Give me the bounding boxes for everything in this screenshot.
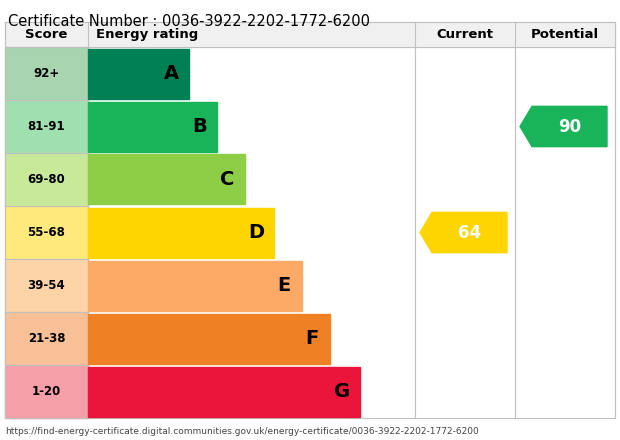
Text: 55-68: 55-68 [27,226,66,239]
Text: 64: 64 [458,224,481,242]
Bar [88,260,302,311]
Text: B: B [192,117,206,136]
Bar [515,22,615,47]
Bar [5,365,88,418]
Text: 92+: 92+ [33,67,60,80]
Bar [88,22,415,47]
Bar [88,367,360,417]
Text: C: C [219,170,234,189]
Text: Potential: Potential [531,28,599,41]
Text: 81-91: 81-91 [28,120,65,133]
Text: D: D [249,223,265,242]
Polygon shape [520,106,607,147]
Bar [88,313,330,363]
Text: https://find-energy-certificate.digital.communities.gov.uk/energy-certificate/00: https://find-energy-certificate.digital.… [5,427,479,436]
Bar [5,206,88,259]
Bar [5,100,88,153]
Text: Energy rating: Energy rating [96,28,198,41]
Text: F: F [306,329,319,348]
Bar [415,22,515,47]
Text: Score: Score [25,28,68,41]
Text: E: E [278,276,291,295]
Bar [88,154,245,205]
Bar [5,47,88,100]
Bar [5,259,88,312]
Text: G: G [334,382,350,401]
Text: 39-54: 39-54 [28,279,65,292]
Bar [88,48,189,99]
Text: Certificate Number : 0036-3922-2202-1772-6200: Certificate Number : 0036-3922-2202-1772… [8,14,370,29]
Text: A: A [164,64,179,83]
Text: 21-38: 21-38 [28,332,65,345]
Bar [5,312,88,365]
Bar [5,22,88,47]
Polygon shape [420,213,507,253]
Text: Current: Current [436,28,494,41]
Bar [88,208,275,257]
Text: 90: 90 [558,117,581,136]
Bar [5,153,88,206]
Text: 1-20: 1-20 [32,385,61,398]
Bar [88,102,217,151]
Text: 69-80: 69-80 [28,173,65,186]
